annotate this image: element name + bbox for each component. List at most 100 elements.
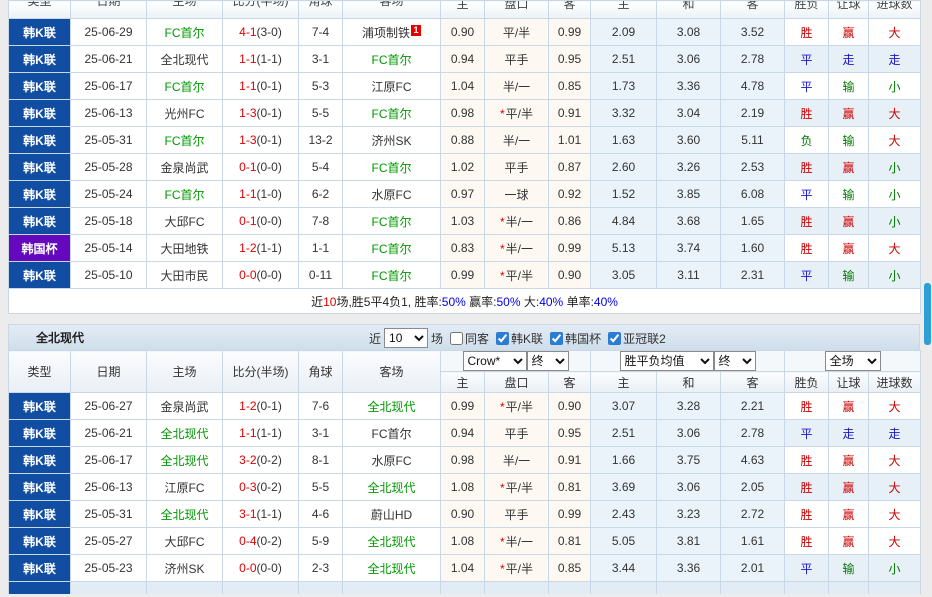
filter-item: 韩国杯 (550, 330, 601, 347)
match-row: 韩K联 25-06-21 全北现代 1-1(1-1) 3-1 FC首尔 0.94 平手 0.95… (8, 419, 922, 447)
cell-asian-away-odds: 0.91 (547, 446, 592, 474)
live-odds-star: * (499, 106, 505, 121)
score-fulltime: 3-1 (239, 507, 257, 521)
euro-odds-time-select[interactable]: 终 (713, 351, 756, 371)
cell-result-goals: 大 (868, 126, 921, 154)
cell-handicap: *平/半 (484, 473, 549, 501)
scope-select[interactable]: 全场 (824, 351, 881, 371)
cell-handicap: *半/一 (484, 234, 549, 262)
column-header: 角球 (298, 0, 343, 19)
column-header-label: 角球 (308, 0, 333, 9)
score-halftime: (0-1) (256, 79, 282, 93)
odds-company-select[interactable]: Crow* (462, 351, 527, 371)
cell-corners: 1-1 (298, 234, 343, 262)
filter-acl-checkbox[interactable] (608, 331, 622, 345)
cell-date: 25-05-23 (70, 554, 147, 582)
cell-handicap: *半/一 (484, 527, 549, 555)
cell-euro-away-odds: 1.61 (720, 527, 786, 555)
cell-result-goals: 大 (868, 473, 922, 501)
score-fulltime: 0-0 (239, 268, 257, 282)
cell-corners: 6-2 (298, 180, 343, 208)
cell-result-goals: 大 (868, 18, 921, 46)
cell-corners: 0-11 (298, 261, 343, 289)
cell-euro-home-odds: 2.51 (590, 45, 657, 73)
handicap-label: 平/半 (505, 561, 533, 576)
cell-euro-away-odds: 2.53 (720, 153, 785, 181)
filter-same-away-checkbox[interactable] (450, 331, 464, 345)
filter-korea-cup-checkbox[interactable] (550, 331, 564, 345)
cell-away-team: FC首尔 (342, 99, 441, 127)
rank-badge: 1 (411, 24, 421, 36)
cell-date: 25-05-10 (70, 261, 147, 289)
score-halftime: (0-0) (256, 160, 282, 174)
column-subheader: 客 (547, 371, 592, 393)
cell-euro-home-odds: 3.44 (590, 554, 658, 582)
cell-score: 0-1(0-0) (222, 153, 299, 181)
cell-clipped (298, 581, 343, 594)
summary-row: 近10场,胜5平4负1, 胜率:50% 赢率:50% 大:40% 单率:40% (8, 288, 921, 314)
filter-item: 韩K联 (496, 330, 543, 347)
cell-result-handicap: 走 (828, 45, 869, 73)
column-header: 日期 (70, 0, 147, 19)
column-subheader: 客 (720, 371, 786, 393)
cell-result-handicap: 赢 (828, 99, 869, 127)
cell-asian-away-odds: 0.99 (547, 500, 592, 528)
cell-score: 1-1(1-1) (222, 45, 299, 73)
cell-euro-home-odds: 2.09 (590, 18, 657, 46)
cell-euro-home-odds: 1.52 (590, 180, 657, 208)
score-halftime: (0-1) (256, 399, 282, 413)
filter-kleague-checkbox[interactable] (496, 331, 510, 345)
cell-euro-draw-odds: 3.06 (656, 419, 722, 447)
column-header-label: 让球 (836, 0, 861, 12)
summary-segment: 50% (496, 294, 521, 309)
cell-asian-home-odds: 0.98 (440, 99, 485, 127)
cell-handicap: 平/半 (484, 18, 549, 46)
column-header: 客场 (342, 0, 441, 19)
cell-handicap: 半/一 (484, 72, 549, 100)
scrollbar-thumb[interactable] (924, 283, 931, 345)
cell-date: 25-05-28 (70, 153, 147, 181)
column-subheader: 进球数 (868, 371, 922, 393)
cell-result-handicap: 赢 (828, 18, 869, 46)
match-row: 韩K联 25-05-23 济州SK 0-0(0-0) 2-3 全北现代 1.04 *平/半 0.… (8, 554, 922, 582)
cell-result-wdl: 胜 (784, 153, 829, 181)
cell-league: 韩K联 (8, 500, 71, 528)
cell-result-handicap: 赢 (828, 500, 870, 528)
column-header: 角球 (298, 350, 343, 393)
cell-result-goals: 大 (868, 527, 922, 555)
cell-home-team: 大田地铁 (146, 234, 223, 262)
filter-label: 亚冠联2 (623, 331, 666, 346)
cell-result-wdl: 胜 (784, 446, 830, 474)
cell-clipped (720, 581, 786, 594)
cell-league: 韩K联 (8, 261, 71, 289)
asian-odds-time-select[interactable]: 终 (526, 351, 569, 371)
euro-odds-mode-select[interactable]: 胜平负均值 (619, 351, 714, 371)
score-halftime: (0-1) (256, 133, 282, 147)
summary-segment: 场,胜5平4负1, 胜率: (336, 294, 442, 309)
cell-date: 25-05-31 (70, 126, 147, 154)
score-fulltime: 1-1 (239, 187, 257, 201)
match-row: 韩K联 25-06-17 FC首尔 1-1(0-1) 5-3 江原FC 1.04 半/一 0.8… (8, 72, 921, 100)
cell-corners: 4-6 (298, 500, 343, 528)
cell-result-handicap: 赢 (828, 473, 870, 501)
cell-clipped (828, 581, 870, 594)
match-row: 韩K联 25-06-13 江原FC 0-3(0-2) 5-5 全北现代 1.08 *平/半 0.… (8, 473, 922, 501)
cell-home-team: FC首尔 (146, 126, 223, 154)
cell-euro-draw-odds: 3.28 (656, 392, 722, 420)
cell-league: 韩K联 (8, 180, 71, 208)
score-halftime: (1-1) (256, 241, 282, 255)
clipped-header-row: 类型 日期 主场 比分(半场) 角球 客场 主 盘口 客 主 和 客 胜负 让球 进球数 (8, 0, 921, 19)
cell-asian-away-odds: 0.99 (548, 18, 591, 46)
cell-clipped (146, 581, 223, 594)
cell-asian-home-odds: 0.94 (440, 45, 485, 73)
cell-home-team: 大邱FC (146, 527, 223, 555)
cell-away-team: 蔚山HD (342, 500, 441, 528)
column-header-label: 类型 (27, 0, 52, 9)
cell-euro-draw-odds: 3.36 (656, 72, 721, 100)
cell-euro-draw-odds: 3.04 (656, 99, 721, 127)
recent-suffix: 场 (431, 331, 444, 346)
cell-result-wdl: 平 (784, 554, 830, 582)
recent-count-select[interactable]: 10 (384, 328, 429, 348)
match-row: 韩K联 25-05-27 大邱FC 0-4(0-2) 5-9 全北现代 1.08 *半/一 0.… (8, 527, 922, 555)
